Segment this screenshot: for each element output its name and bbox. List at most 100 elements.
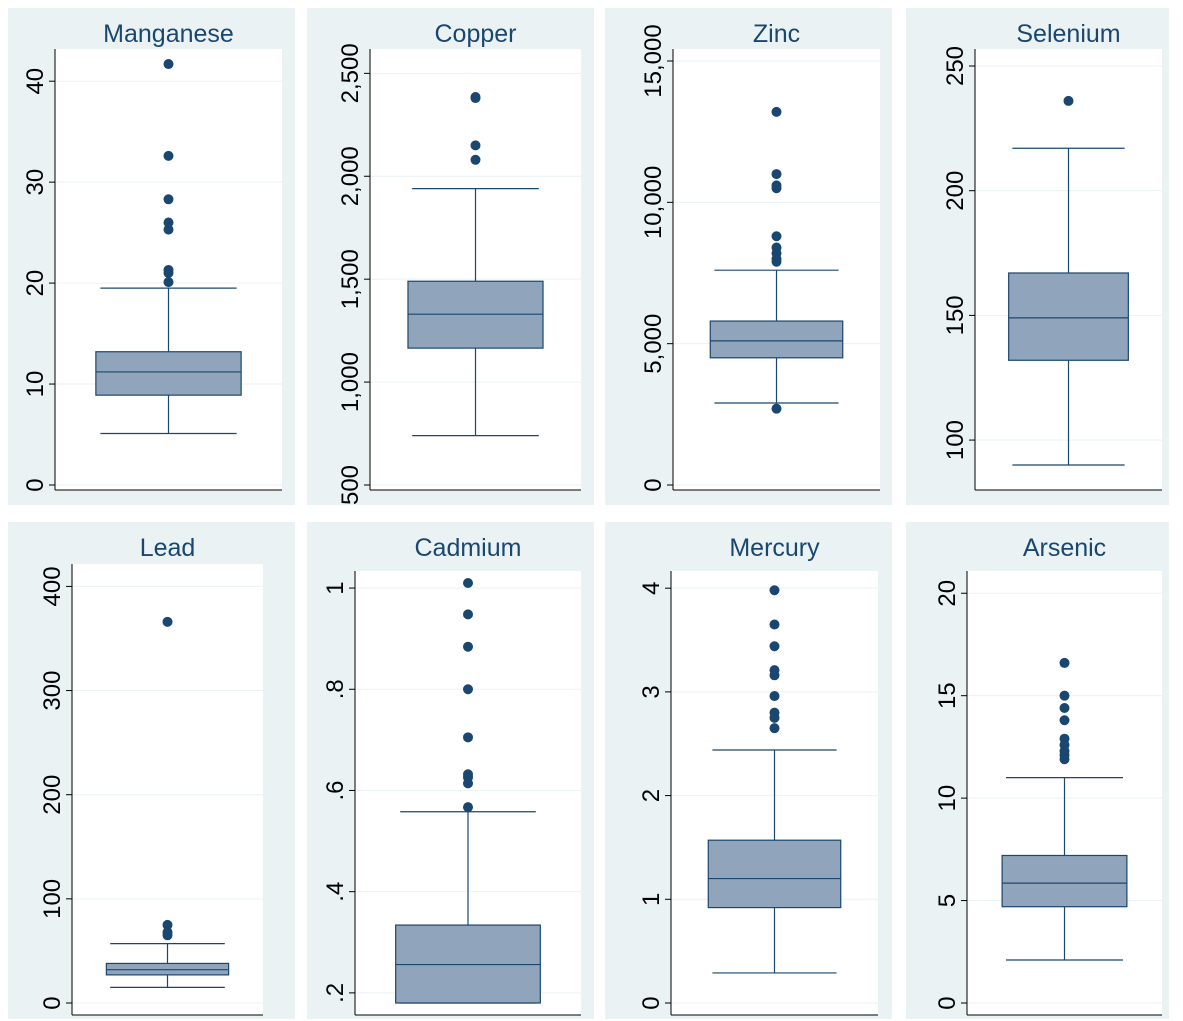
outlier-point <box>163 194 174 205</box>
y-tick-label: 4 <box>638 582 665 595</box>
y-tick-label: 2,500 <box>337 43 364 103</box>
iqr-box <box>1008 272 1129 361</box>
panel-manganese: Manganese 0 10 20 30 40 <box>8 8 295 505</box>
panel-mercury: Mercury 0 1 2 3 4 <box>605 522 892 1019</box>
panel-lead: Lead 0 100 200 300 400 <box>8 522 295 1019</box>
outlier-point <box>163 224 174 235</box>
y-tick-label: 250 <box>942 46 969 86</box>
outlier-point <box>769 723 780 734</box>
outlier-point <box>463 802 473 813</box>
outlier-point <box>463 684 473 695</box>
outlier-point <box>463 609 473 620</box>
outlier-point <box>470 93 481 104</box>
outlier-point <box>463 641 473 652</box>
iqr-box <box>1001 854 1128 908</box>
y-tick-label: 2 <box>638 789 665 802</box>
panel-title: Zinc <box>753 20 800 48</box>
panel-arsenic: Arsenic 0 5 10 15 20 <box>906 522 1169 1019</box>
y-tick-label: 1 <box>638 893 665 906</box>
y-tick-label: .4 <box>322 882 349 902</box>
y-tick-label: 0 <box>638 996 665 1009</box>
y-tick-label: 0 <box>640 478 667 491</box>
outlier-point <box>162 616 173 627</box>
y-tick-label: 1,500 <box>337 249 364 309</box>
panel-title: Cadmium <box>415 534 522 562</box>
y-tick-label: 5 <box>934 894 961 907</box>
y-tick-label: 20 <box>934 580 961 607</box>
panel-title: Copper <box>435 20 517 48</box>
outlier-point <box>769 712 780 723</box>
y-tick-label: 0 <box>39 996 66 1009</box>
panel-cadmium: Cadmium .2 .4 .6 .8 1 <box>307 522 594 1019</box>
iqr-box <box>709 320 844 359</box>
y-tick-label: 100 <box>942 420 969 460</box>
panel-title: Manganese <box>103 20 234 48</box>
y-tick-label: 200 <box>942 171 969 211</box>
outlier-point <box>163 277 174 288</box>
y-tick-label: 10 <box>22 371 49 398</box>
iqr-box <box>95 351 242 396</box>
outlier-point <box>771 106 782 117</box>
y-tick-label: 0 <box>22 478 49 491</box>
panel-title: Arsenic <box>1023 534 1106 562</box>
outlier-point <box>1059 702 1070 713</box>
outlier-point <box>470 140 481 151</box>
outlier-point <box>771 256 782 267</box>
iqr-box <box>707 839 842 909</box>
y-tick-label: 1,000 <box>337 352 364 412</box>
y-tick-label: 1 <box>322 581 349 594</box>
outlier-point <box>163 150 174 161</box>
y-tick-label: 10,000 <box>640 166 667 239</box>
y-tick-label: 100 <box>39 879 66 919</box>
y-tick-label: 400 <box>39 566 66 606</box>
outlier-point <box>1059 715 1070 726</box>
y-tick-label: 15 <box>934 682 961 709</box>
y-tick-label: 30 <box>22 169 49 196</box>
panel-zinc: Zinc 0 5,000 10,000 15,000 <box>605 8 892 505</box>
y-tick-label: 300 <box>39 671 66 711</box>
outlier-point <box>771 403 782 414</box>
panel-copper: Copper 500 1,000 1,500 2,000 2,500 <box>307 8 594 505</box>
outlier-point <box>162 919 173 930</box>
panel-title: Lead <box>140 534 196 562</box>
y-tick-label: 40 <box>22 68 49 95</box>
outlier-point <box>163 268 174 278</box>
outlier-point <box>463 778 473 789</box>
outlier-point <box>769 670 780 681</box>
y-tick-label: .2 <box>322 983 349 1003</box>
y-tick-label: 20 <box>22 270 49 297</box>
outlier-point <box>771 169 782 180</box>
y-tick-label: 3 <box>638 685 665 698</box>
y-tick-label: 500 <box>337 465 364 505</box>
y-tick-label: .8 <box>322 679 349 699</box>
y-tick-label: .6 <box>322 780 349 800</box>
outlier-point <box>769 619 780 630</box>
y-tick-label: 10 <box>934 785 961 812</box>
y-tick-label: 0 <box>934 996 961 1009</box>
outlier-point <box>463 732 473 743</box>
plot-area <box>673 49 880 490</box>
outlier-point <box>771 183 782 194</box>
outlier-point <box>769 691 780 702</box>
panel-title: Mercury <box>729 534 820 562</box>
outlier-point <box>1059 690 1070 701</box>
outlier-point <box>463 578 473 588</box>
y-tick-label: 15,000 <box>640 24 667 97</box>
outlier-point <box>769 585 780 596</box>
outlier-point <box>470 154 481 165</box>
y-tick-label: 2,000 <box>337 146 364 206</box>
y-tick-label: 5,000 <box>640 314 667 374</box>
outlier-point <box>162 930 173 941</box>
y-tick-label: 200 <box>39 775 66 815</box>
outlier-point <box>163 217 174 228</box>
outlier-point <box>771 231 782 242</box>
outlier-point <box>1063 95 1074 106</box>
panel-selenium: Selenium 100 150 200 250 <box>906 8 1169 505</box>
y-tick-label: 150 <box>942 295 969 335</box>
outlier-point <box>769 641 780 652</box>
panel-title: Selenium <box>1016 20 1120 48</box>
outlier-point <box>1059 754 1070 765</box>
outlier-point <box>1059 657 1070 668</box>
outlier-point <box>163 59 174 70</box>
